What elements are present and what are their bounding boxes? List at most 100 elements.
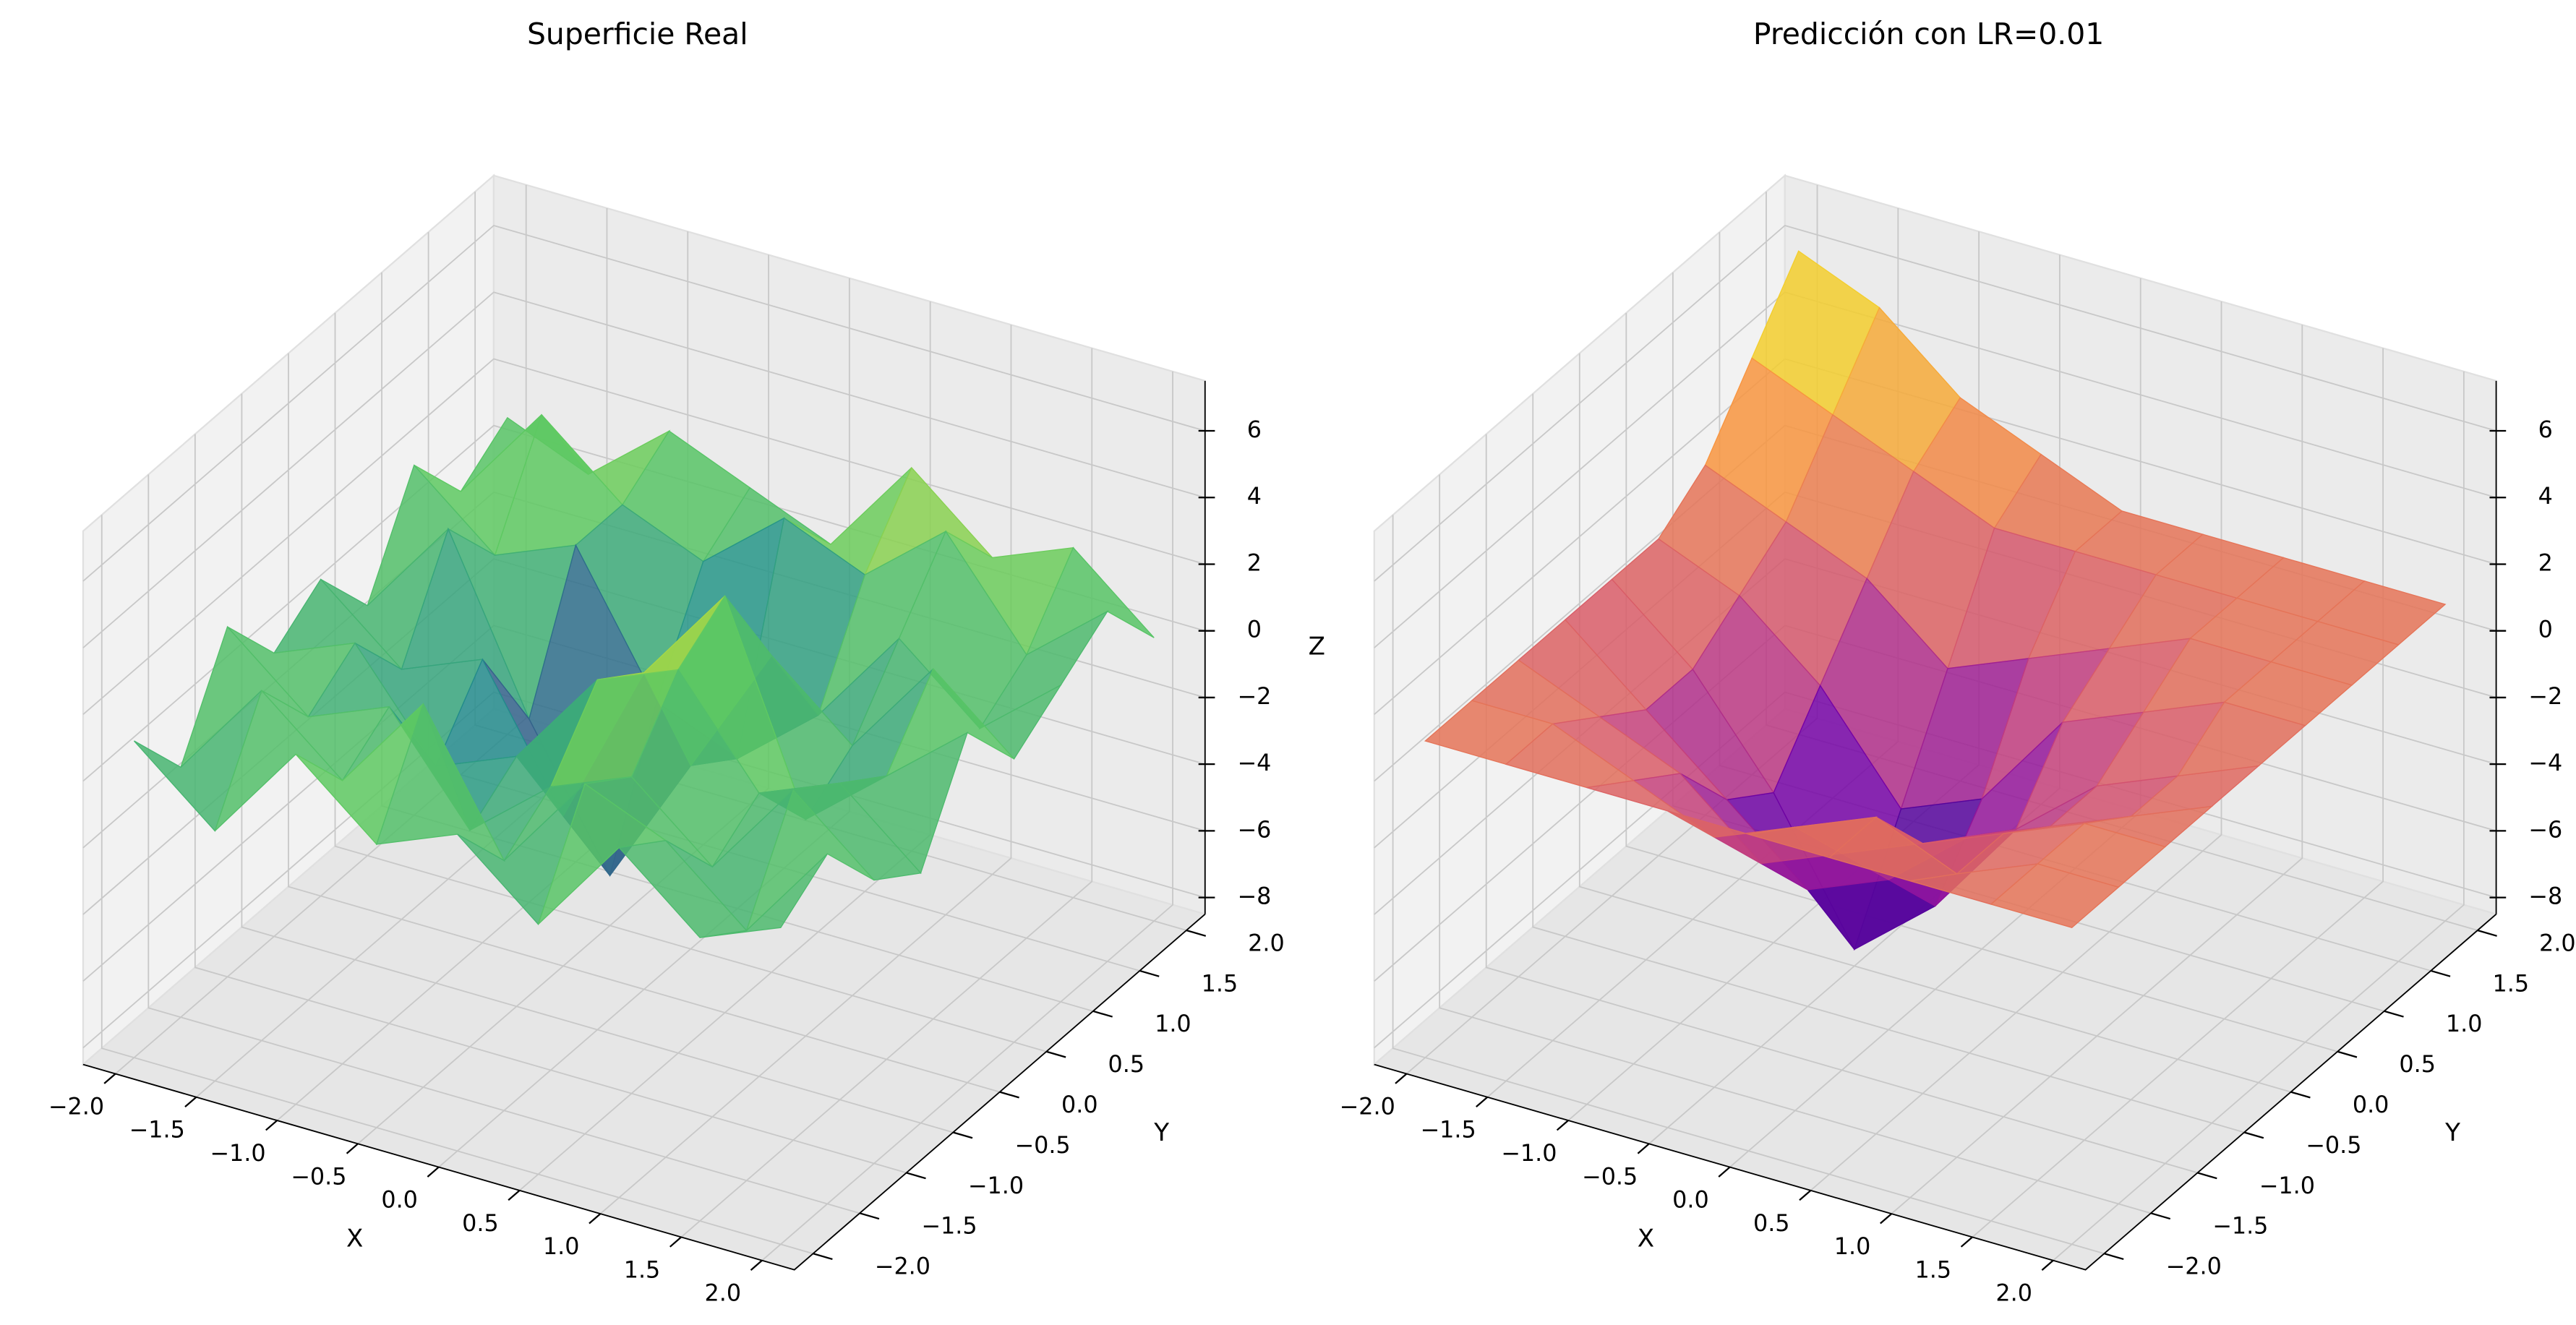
- tick-mark: [103, 1073, 116, 1084]
- grid-line: [761, 371, 1173, 1261]
- z-tick-label: −8: [1237, 883, 1271, 910]
- chart-title: Predicción con LR=0.01: [1753, 17, 2104, 51]
- y-tick-label: 0.0: [2353, 1092, 2389, 1118]
- z-tick-label: 0: [2538, 617, 2553, 643]
- tick-mark: [1045, 1050, 1066, 1058]
- tick-mark: [2197, 1172, 2217, 1180]
- tick-mark: [2150, 1212, 2171, 1220]
- z-tick-label: 6: [1247, 416, 1262, 443]
- y-tick-label: −1.5: [921, 1213, 977, 1240]
- x-tick-label: 0.5: [1753, 1210, 1790, 1237]
- tick-mark: [2290, 1091, 2311, 1099]
- z-tick-label: −4: [1237, 750, 1271, 776]
- x-tick-label: 2.0: [705, 1280, 742, 1307]
- grid-line: [82, 291, 1206, 648]
- tick-mark: [2041, 1259, 2054, 1271]
- tick-mark: [1092, 1010, 1113, 1018]
- tick-mark: [1880, 1213, 1893, 1225]
- tick-mark: [508, 1189, 521, 1201]
- grid-line: [1374, 224, 2496, 582]
- grid-line: [1485, 434, 2198, 1174]
- y-axis-label: Y: [2444, 1118, 2460, 1147]
- grid-line: [2053, 371, 2465, 1261]
- x-tick-label: −1.0: [1501, 1140, 1557, 1167]
- z-tick-label: −4: [2528, 750, 2562, 776]
- z-tick-label: −6: [2528, 816, 2562, 843]
- y-tick-label: −1.5: [2212, 1213, 2268, 1240]
- y-tick-label: −2.0: [875, 1253, 930, 1280]
- grid-line: [241, 393, 954, 1133]
- x-axis-label: X: [346, 1225, 363, 1253]
- tick-mark: [750, 1259, 763, 1271]
- tick-mark: [265, 1120, 278, 1131]
- z-tick-label: 2: [1247, 549, 1262, 576]
- tick-mark: [1556, 1120, 1569, 1131]
- grid-line: [288, 353, 1001, 1093]
- tick-mark: [184, 1096, 197, 1108]
- x-tick-label: −0.5: [1582, 1163, 1638, 1190]
- tick-mark: [2337, 1050, 2358, 1058]
- z-tick-label: −2: [2528, 683, 2562, 710]
- surface-patch: [1990, 863, 2120, 928]
- grid-line: [82, 224, 1206, 582]
- grid-line: [1972, 348, 2384, 1238]
- surface-chart: Superficie Real −2.0 −1.5 −1.0 −0.5 0.0 0.5 1.0…: [48, 17, 1325, 1307]
- x-tick-label: 0.5: [462, 1210, 499, 1237]
- axis-line: [1374, 913, 2497, 1271]
- tick-mark: [952, 1131, 973, 1139]
- grid-line: [1439, 474, 2152, 1214]
- z-tick-label: −8: [2528, 883, 2562, 910]
- grid-line: [1578, 353, 2291, 1093]
- tick-mark: [346, 1143, 359, 1154]
- z-tick-label: 2: [2538, 549, 2553, 576]
- y-tick-label: 0.5: [1108, 1051, 1145, 1078]
- tick-mark: [2104, 1253, 2124, 1261]
- y-tick-label: −0.5: [1014, 1132, 1070, 1159]
- tick-mark: [2477, 929, 2497, 937]
- grid-line: [1810, 301, 2222, 1191]
- grid-line: [194, 434, 907, 1174]
- y-tick-label: −0.5: [2306, 1132, 2361, 1159]
- chart-title: Superficie Real: [527, 17, 748, 51]
- x-tick-label: 1.0: [543, 1233, 580, 1260]
- grid-line: [1532, 393, 2245, 1133]
- y-tick-label: −1.0: [2259, 1172, 2315, 1199]
- tick-mark: [1718, 1166, 1731, 1178]
- y-tick-label: −1.0: [968, 1172, 1024, 1199]
- x-tick-label: 0.0: [1672, 1187, 1709, 1214]
- z-tick-label: 4: [2538, 483, 2553, 510]
- z-tick-label: 0: [1247, 617, 1262, 643]
- x-tick-label: −2.0: [1340, 1093, 1395, 1120]
- surface-chart: Predicción con LR=0.01 −2.0 −1.5 −1.0 −0.5 0.…: [1340, 17, 2576, 1307]
- grid-line: [1891, 325, 2303, 1214]
- tick-mark: [589, 1213, 602, 1225]
- x-tick-label: −0.5: [291, 1163, 346, 1190]
- y-tick-label: 0.0: [1061, 1092, 1098, 1118]
- axis-line: [82, 913, 1206, 1271]
- z-tick-label: 6: [2538, 416, 2553, 443]
- y-tick-label: 1.5: [2492, 970, 2529, 997]
- tick-mark: [1476, 1096, 1489, 1108]
- tick-mark: [1960, 1236, 1973, 1248]
- x-tick-label: −1.5: [129, 1117, 185, 1144]
- y-tick-label: 2.0: [1248, 930, 1285, 956]
- grid-line: [599, 325, 1012, 1214]
- tick-mark: [813, 1253, 833, 1261]
- grid-line: [82, 358, 1206, 716]
- x-tick-label: 0.0: [381, 1187, 418, 1214]
- x-axis-label: X: [1638, 1225, 1654, 1253]
- grid-line: [334, 312, 1047, 1052]
- tick-mark: [2243, 1131, 2264, 1139]
- x-tick-label: −1.5: [1420, 1117, 1476, 1144]
- tick-mark: [1139, 969, 1160, 977]
- tick-mark: [859, 1212, 880, 1220]
- y-axis-label: Y: [1153, 1118, 1169, 1147]
- tick-mark: [669, 1236, 682, 1248]
- grid-line: [147, 474, 860, 1214]
- grid-line: [100, 515, 813, 1255]
- y-tick-label: 1.5: [1202, 970, 1238, 997]
- x-tick-label: 2.0: [1995, 1280, 2032, 1307]
- grid-line: [1625, 312, 2338, 1052]
